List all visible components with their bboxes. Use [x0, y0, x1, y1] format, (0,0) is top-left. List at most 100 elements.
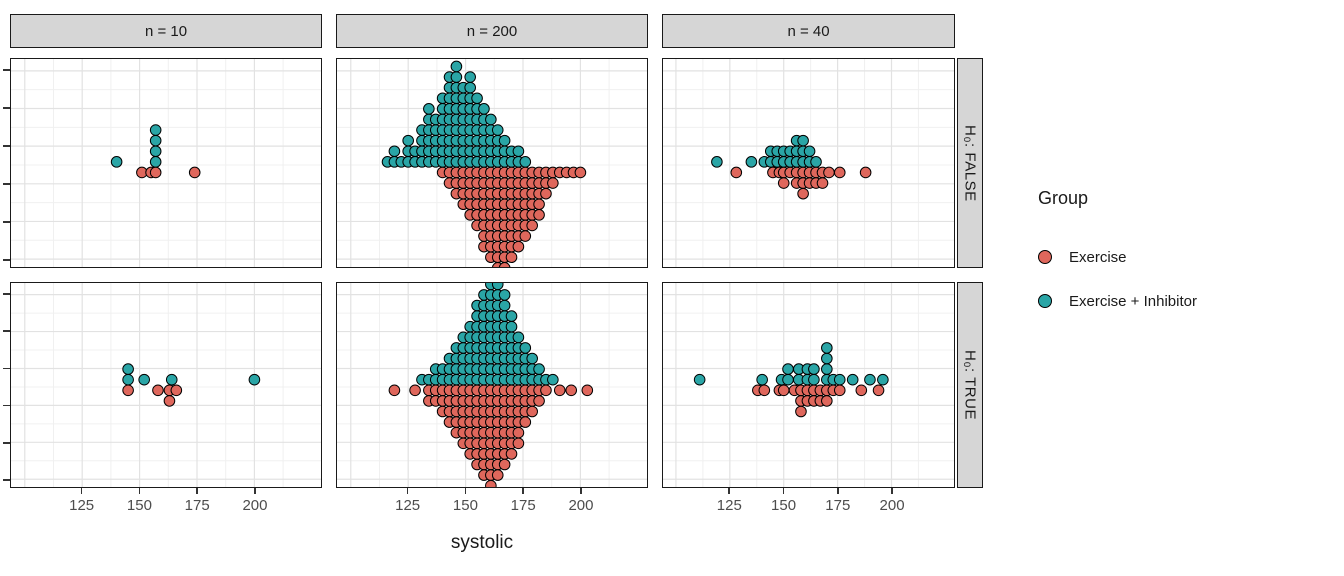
- dotplot-canvas: [11, 59, 321, 267]
- data-dot: [505, 251, 518, 264]
- data-dot: [833, 384, 846, 397]
- x-tick-label: 175: [184, 497, 210, 514]
- y-tick: [3, 404, 10, 407]
- facet-strip-row-h0-false: H₀: FALSE: [957, 58, 983, 268]
- data-dot: [464, 81, 476, 94]
- data-dot: [795, 405, 807, 418]
- data-dot: [745, 156, 758, 168]
- facet-strip-label: n = 10: [144, 22, 188, 40]
- data-dot: [122, 384, 134, 397]
- panel-n10-h0true: [10, 282, 322, 488]
- x-tick: [464, 488, 467, 494]
- data-dot: [711, 156, 723, 168]
- data-dot: [821, 352, 833, 365]
- data-dot: [491, 124, 504, 136]
- facet-strip-label: n = 40: [787, 22, 830, 40]
- data-dot: [823, 166, 835, 179]
- facet-strip-col-n10: n = 10: [10, 14, 322, 48]
- data-dot: [526, 405, 538, 418]
- legend-entry-label: Exercise + Inhibitor: [1069, 292, 1197, 310]
- data-dot: [553, 384, 566, 397]
- data-dot: [526, 352, 538, 365]
- data-dot: [758, 384, 771, 397]
- data-dot: [565, 384, 578, 397]
- data-dot: [512, 426, 525, 439]
- data-dot: [450, 60, 463, 73]
- data-dot: [864, 373, 876, 386]
- legend-entry-exercise: Exercise: [1038, 235, 1197, 279]
- legend-entry-exercise-inhibitor: Exercise + Inhibitor: [1038, 279, 1197, 323]
- data-dot: [163, 395, 176, 407]
- facet-strip-label: H₀: TRUE: [961, 350, 979, 420]
- x-tick: [138, 488, 141, 494]
- data-dot: [810, 156, 822, 168]
- exercise-dot-icon: [1038, 250, 1052, 264]
- data-dot: [540, 187, 552, 200]
- legend-title: Group: [1038, 188, 1089, 208]
- x-tick: [254, 488, 256, 494]
- data-dot: [547, 177, 559, 189]
- data-dot: [152, 384, 164, 397]
- data-dot: [808, 363, 820, 375]
- y-tick: [3, 107, 10, 109]
- data-dot: [149, 156, 162, 168]
- y-tick: [3, 442, 10, 444]
- data-dot: [498, 134, 511, 147]
- y-tick: [3, 259, 10, 261]
- x-tick-label: 125: [69, 497, 95, 514]
- data-dot: [872, 384, 885, 397]
- data-dot: [533, 198, 545, 211]
- data-dot: [512, 437, 525, 450]
- data-dot: [574, 166, 587, 179]
- data-dot: [512, 331, 525, 344]
- data-dot: [388, 384, 401, 397]
- data-dot: [540, 384, 552, 397]
- data-dot: [188, 166, 201, 179]
- data-dot: [797, 187, 809, 200]
- exercise-inhibitor-dot-icon: [1038, 294, 1052, 308]
- data-dot: [149, 124, 162, 136]
- data-dot: [877, 373, 889, 386]
- y-tick: [3, 367, 10, 370]
- facet-strip-row-h0-true: H₀: TRUE: [957, 282, 983, 488]
- data-dot: [498, 262, 511, 267]
- data-dot: [491, 283, 504, 291]
- data-dot: [485, 479, 497, 487]
- x-tick-label: 175: [510, 497, 536, 514]
- data-dot: [471, 92, 483, 105]
- data-dot: [526, 219, 538, 232]
- data-dot: [547, 373, 559, 386]
- data-dot: [388, 145, 401, 158]
- x-tick-label: 200: [242, 497, 268, 514]
- x-tick-label: 200: [879, 497, 905, 514]
- dotplot-canvas: [11, 283, 321, 487]
- panel-n200-h0true: [336, 282, 648, 488]
- facet-strip-label: H₀: FALSE: [961, 124, 979, 202]
- dotplot-canvas: [663, 59, 954, 267]
- x-tick: [196, 488, 198, 494]
- legend-entry-label: Exercise: [1069, 248, 1127, 266]
- data-dot: [450, 71, 463, 83]
- facet-strip-col-n40: n = 40: [662, 14, 955, 48]
- x-tick: [728, 488, 731, 494]
- data-dot: [581, 384, 594, 397]
- x-tick-label: 150: [771, 497, 797, 514]
- data-dot: [122, 363, 134, 375]
- data-dot: [808, 373, 820, 386]
- data-dot: [464, 71, 476, 83]
- data-dot: [512, 145, 525, 158]
- data-dot: [498, 289, 511, 301]
- data-dot: [533, 363, 545, 375]
- y-tick: [3, 183, 10, 185]
- data-dot: [485, 113, 497, 126]
- data-dot: [756, 373, 768, 386]
- data-dot: [165, 373, 178, 386]
- x-tick: [891, 488, 893, 494]
- y-tick: [3, 69, 10, 71]
- data-dot: [498, 299, 511, 312]
- data-dot: [803, 145, 816, 158]
- data-dot: [498, 458, 511, 471]
- data-dot: [693, 373, 706, 386]
- x-tick: [406, 488, 409, 494]
- dotplot-canvas: [337, 59, 647, 267]
